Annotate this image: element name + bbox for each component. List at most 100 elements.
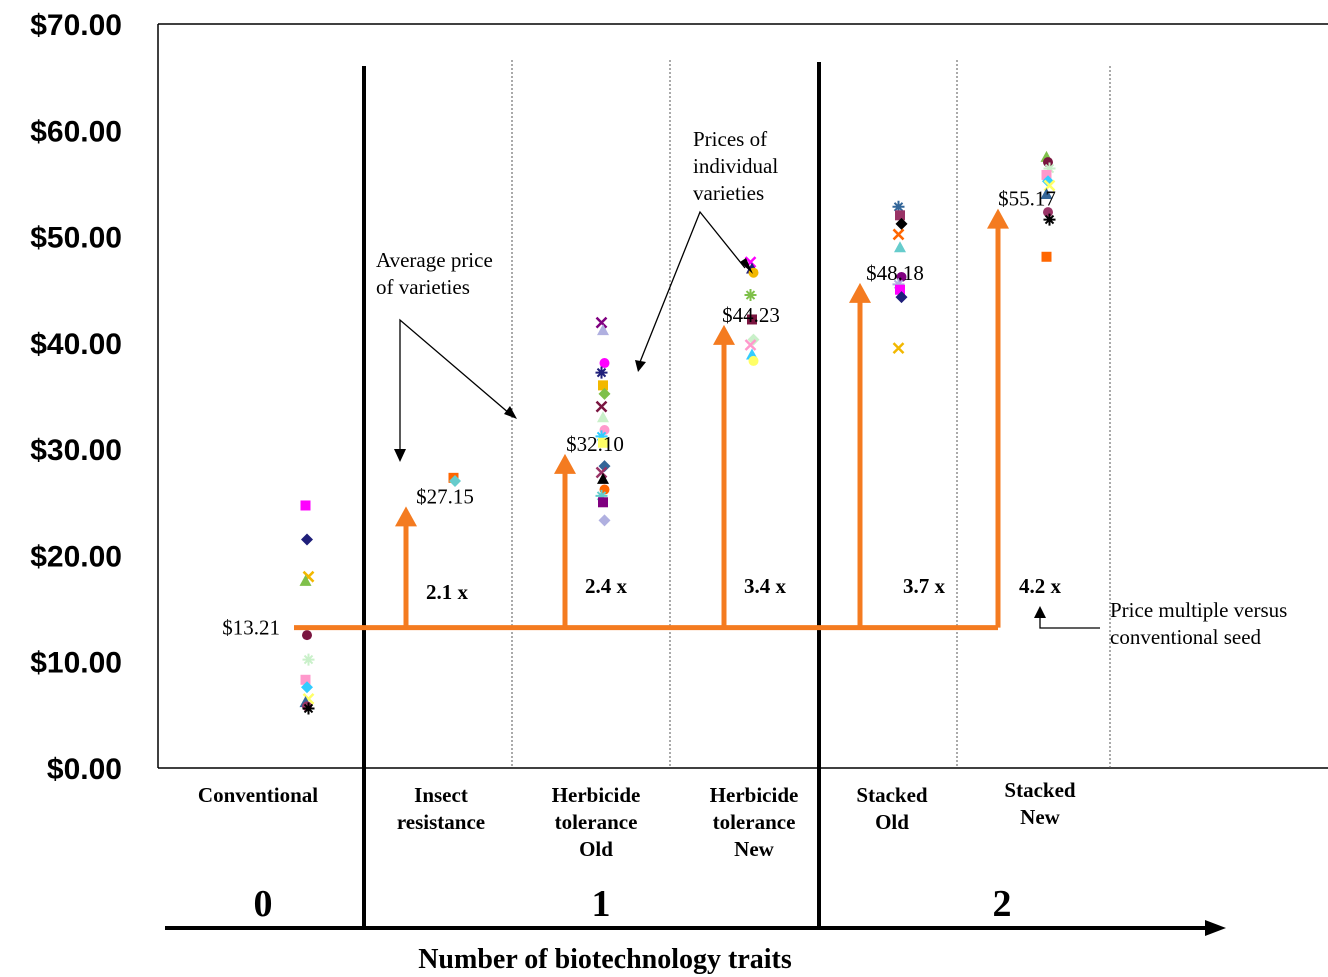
y-tick-label: $50.00 (30, 222, 122, 255)
category-label-line: tolerance (555, 810, 638, 834)
average-arrow-head (395, 506, 417, 527)
category-label-line: New (1020, 805, 1060, 829)
individual-note-arrowhead (635, 360, 646, 372)
variety-point (449, 475, 461, 488)
variety-point (597, 324, 609, 336)
variety-point (895, 217, 908, 230)
average-price-label: $55.17 (998, 187, 1056, 211)
individual-note-line: varieties (693, 181, 764, 205)
variety-point (595, 430, 608, 443)
variety-point (1041, 251, 1052, 262)
variety-point (895, 291, 908, 304)
variety-point (892, 342, 905, 355)
variety-point (599, 358, 610, 369)
variety-point (595, 316, 608, 329)
variety-point (597, 411, 609, 423)
individual-note-line: Prices of (693, 127, 767, 151)
variety-point (598, 380, 608, 391)
trait-axis (165, 920, 1226, 936)
average-note: Average price of varieties (376, 248, 498, 299)
value-labels: $13.21 $27.15 2.1 x $32.10 2.4 x $44.23 3.4 x $… (222, 187, 1061, 640)
y-tick-label: $30.00 (30, 434, 122, 467)
category-label: Herbicide tolerance New (710, 783, 799, 861)
variety-point (595, 466, 608, 479)
variety-point (302, 653, 315, 666)
y-tick-label: $70.00 (30, 9, 122, 42)
average-note-line: Average price (376, 248, 493, 272)
multiple-note-line: conventional seed (1110, 625, 1262, 649)
y-tick-label: $0.00 (47, 753, 122, 786)
trait-group-label: 0 (254, 883, 273, 925)
variety-point (744, 339, 757, 351)
variety-point (748, 355, 759, 366)
multiple-note-pointer (1039, 613, 1100, 629)
y-tick-label: $10.00 (30, 647, 122, 680)
average-note-pointer (399, 318, 511, 452)
axes (157, 23, 1328, 769)
category-label-line: Herbicide (552, 783, 641, 807)
average-arrow-head (987, 208, 1009, 229)
average-arrow-head (554, 453, 576, 474)
category-label-line: Insect (414, 783, 468, 807)
category-label: Insect resistance (397, 783, 485, 834)
variety-point (894, 241, 906, 253)
y-tick-label: $60.00 (30, 115, 122, 148)
trait-group-label: 2 (993, 883, 1012, 925)
variety-point (595, 366, 608, 379)
variety-point (598, 437, 608, 448)
variety-points (299, 150, 1056, 715)
variety-point (892, 228, 905, 241)
category-label: Stacked New (1004, 778, 1075, 829)
individual-note-arrowhead (740, 258, 753, 274)
individual-note: Prices of individual varieties (693, 127, 783, 205)
average-price-label: $13.21 (222, 616, 280, 640)
x-axis-title: Number of biotechnology traits (418, 944, 792, 975)
multiple-note-line: Price multiple versus (1110, 598, 1287, 622)
variety-point (1043, 213, 1056, 226)
y-tick-label: $20.00 (30, 540, 122, 573)
trait-group-labels: 0 1 2 (254, 883, 1012, 925)
category-label: Conventional (198, 783, 318, 807)
category-label-line: Conventional (198, 783, 318, 807)
variety-point (1041, 169, 1052, 180)
category-label-line: Old (875, 810, 909, 834)
variety-point (744, 289, 757, 302)
average-price-label: $32.10 (566, 432, 624, 456)
variety-point (301, 533, 313, 546)
variety-point (300, 674, 311, 685)
variety-point (299, 574, 312, 586)
variety-point (302, 630, 312, 641)
price-multiple-label: 2.1 x (426, 580, 469, 604)
variety-point (892, 200, 905, 213)
variety-point (747, 314, 757, 325)
category-label-line: tolerance (713, 810, 796, 834)
variety-point (598, 387, 611, 400)
y-tick-labels: $0.00 $10.00 $20.00 $30.00 $40.00 $50.00 $60.0… (30, 9, 122, 786)
category-label-line: Herbicide (710, 783, 799, 807)
variety-point (895, 210, 905, 221)
average-arrow-head (713, 324, 735, 345)
price-multiple-label: 2.4 x (585, 574, 628, 598)
individual-note-pointer (639, 210, 746, 363)
average-price-label: $44.23 (722, 303, 780, 327)
variety-point (598, 497, 608, 508)
variety-point (1043, 162, 1056, 175)
variety-point (300, 500, 311, 511)
category-label-line: Stacked (856, 783, 927, 807)
category-label-line: Stacked (1004, 778, 1075, 802)
variety-point (302, 702, 315, 715)
annotations: Average price of varieties Prices of ind… (376, 127, 1287, 649)
variety-point (595, 489, 608, 502)
category-labels: Conventional Insect resistance Herbicide tol… (198, 778, 1076, 861)
category-label: Herbicide tolerance Old (552, 783, 641, 861)
category-label: Stacked Old (856, 783, 927, 834)
variety-point (892, 278, 905, 291)
variety-point (595, 400, 608, 413)
average-arrows (294, 208, 1009, 631)
variety-point (598, 514, 611, 527)
average-arrow-head (849, 282, 871, 303)
average-price-label: $48.18 (866, 261, 924, 285)
price-multiple-label: 4.2 x (1019, 574, 1062, 598)
individual-note-line: individual (693, 154, 778, 178)
